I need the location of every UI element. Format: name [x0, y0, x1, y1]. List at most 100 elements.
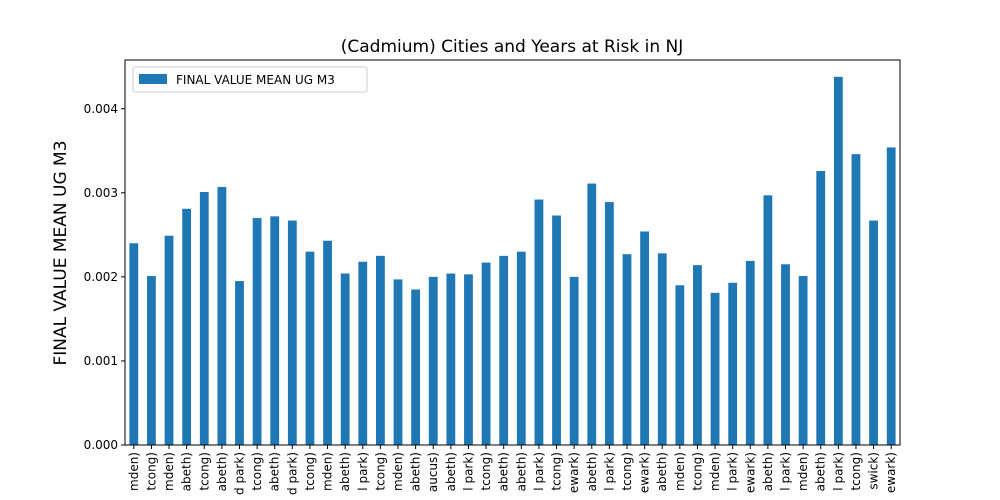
x-tick-label: d park) — [285, 452, 299, 495]
bar — [358, 261, 368, 445]
x-tick-label: abeth) — [338, 452, 352, 491]
x-tick-label: tcong) — [550, 452, 564, 491]
bar — [869, 220, 878, 445]
bar — [411, 289, 421, 445]
bar — [217, 186, 227, 445]
x-tick-label: mden) — [162, 452, 176, 491]
x-tick-label: l park) — [532, 452, 546, 491]
bar — [340, 273, 350, 445]
x-tick-label: tcong) — [849, 452, 863, 491]
bar — [393, 279, 403, 445]
x-tick-label: l park) — [726, 452, 740, 491]
bar — [816, 170, 826, 445]
x-tick-label: mden) — [673, 452, 687, 491]
x-tick-label: swick) — [867, 452, 881, 490]
bar — [622, 254, 632, 445]
x-tick-label: tcong) — [479, 452, 493, 491]
bar — [252, 218, 262, 445]
plot-frame — [124, 59, 901, 446]
x-tick-label: ewark) — [884, 452, 898, 493]
x-tick-label: abeth) — [268, 452, 282, 491]
bar — [710, 292, 720, 445]
bar — [147, 276, 156, 445]
bar — [798, 276, 808, 445]
bar — [587, 183, 597, 445]
x-tick-label: mden) — [708, 452, 722, 491]
bar — [428, 276, 438, 445]
x-tick-label: l park) — [831, 452, 845, 491]
bar — [728, 282, 738, 445]
x-tick-label: abeth) — [814, 452, 828, 491]
bar — [129, 243, 139, 445]
bar — [446, 273, 456, 445]
bar — [199, 191, 209, 445]
x-tick-label: l park) — [461, 452, 475, 491]
x-tick-label: tcong) — [620, 452, 634, 491]
x-tick-label: tcong) — [144, 452, 158, 491]
bar — [745, 260, 755, 445]
x-tick-label: abeth) — [215, 452, 229, 491]
x-tick-label: mden) — [796, 452, 810, 491]
x-tick-label: tcong) — [250, 452, 264, 491]
bar — [499, 255, 509, 445]
bar — [833, 76, 843, 445]
x-tick-label: abeth) — [514, 452, 528, 491]
bar — [182, 208, 192, 445]
y-tick-label: 0.003 — [84, 186, 118, 200]
x-tick-label: abeth) — [655, 452, 669, 491]
bar — [851, 154, 861, 445]
bar — [604, 202, 614, 445]
bar — [305, 251, 315, 445]
y-tick-label: 0.000 — [84, 438, 118, 452]
bar — [763, 195, 773, 445]
bar — [781, 264, 790, 445]
bar — [569, 276, 579, 445]
bar — [516, 251, 526, 445]
x-tick-label: tcong) — [303, 452, 317, 491]
bar — [693, 265, 702, 445]
x-tick-label: ewark) — [743, 452, 757, 493]
y-tick-label: 0.004 — [84, 102, 118, 116]
y-axis-label: FINAL VALUE MEAN UG M3 — [51, 140, 71, 365]
bar — [534, 199, 544, 445]
x-tick-label: tcong) — [690, 452, 704, 491]
x-tick-label: abeth) — [585, 452, 599, 491]
x-tick-label: abeth) — [409, 452, 423, 491]
bar — [287, 220, 297, 445]
bar — [375, 255, 385, 445]
bar — [886, 147, 896, 445]
x-tick-label: abeth) — [761, 452, 775, 491]
x-tick-label: aucus) — [426, 452, 440, 492]
bar — [481, 262, 491, 445]
x-tick-label: d park) — [232, 452, 246, 495]
x-tick-label: l park) — [779, 452, 793, 491]
bar — [552, 215, 561, 445]
x-tick-label: l park) — [356, 452, 370, 491]
bar — [640, 231, 650, 445]
y-tick-label: 0.001 — [84, 354, 118, 368]
x-tick-label: mden) — [391, 452, 405, 491]
bar — [323, 240, 332, 445]
chart-title: (Cadmium) Cities and Years at Risk in NJ — [341, 37, 683, 57]
bar — [657, 253, 667, 445]
bar — [164, 235, 174, 445]
bar — [675, 285, 685, 445]
legend-swatch — [139, 74, 167, 84]
bar — [270, 216, 280, 445]
legend-box — [132, 66, 368, 93]
x-tick-label: tcong) — [373, 452, 387, 491]
x-tick-label: tcong) — [197, 452, 211, 491]
x-tick-label: abeth) — [444, 452, 458, 491]
x-tick-label: abeth) — [497, 452, 511, 491]
x-tick-label: ewark) — [638, 452, 652, 493]
x-tick-label: abeth) — [180, 452, 194, 491]
bar — [235, 281, 244, 445]
x-tick-label: mden) — [321, 452, 335, 491]
legend-label: FINAL VALUE MEAN UG M3 — [176, 73, 335, 87]
bar — [464, 274, 473, 445]
x-tick-label: l park) — [602, 452, 616, 491]
y-tick-label: 0.002 — [84, 270, 118, 284]
x-tick-label: ewark) — [567, 452, 581, 493]
